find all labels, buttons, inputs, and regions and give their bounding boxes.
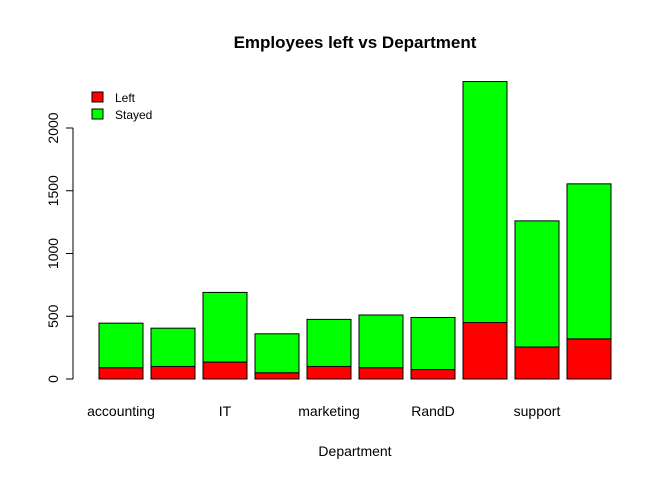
x-label-accounting: accounting — [87, 403, 155, 419]
y-tick-label-500: 500 — [45, 304, 61, 328]
y-tick-label-1000: 1000 — [45, 238, 61, 269]
x-axis-title: Department — [318, 443, 391, 459]
x-label-it: IT — [219, 403, 232, 419]
bar-left-accounting — [98, 367, 144, 380]
bar-stayed-it — [202, 291, 248, 363]
legend: Left Stayed — [91, 91, 152, 122]
x-label-support: support — [514, 403, 561, 419]
bar-stayed-marketing — [306, 318, 352, 367]
bar-left-technical — [566, 338, 612, 380]
bar-stayed-accounting — [98, 322, 144, 369]
bar-left-product_mng — [358, 367, 404, 380]
legend-swatch-left — [91, 91, 104, 103]
bar-stayed-randd — [410, 317, 456, 371]
bar-stayed-sales — [462, 81, 508, 324]
bar-stayed-management — [254, 333, 300, 374]
bar-left-hr — [150, 365, 196, 380]
bar-stayed-technical — [566, 183, 612, 340]
x-axis-labels: accounting IT marketing RandD support — [87, 403, 560, 419]
x-label-marketing: marketing — [298, 403, 359, 419]
y-tick-label-2000: 2000 — [45, 112, 61, 143]
bar-stayed-hr — [150, 327, 196, 367]
legend-label-left: Left — [115, 91, 136, 105]
bar-left-sales — [462, 322, 508, 380]
legend-swatch-stayed — [91, 108, 104, 120]
x-label-randd: RandD — [411, 403, 455, 419]
y-tick-label-0: 0 — [45, 375, 61, 383]
y-axis: 0 500 1000 1500 2000 — [45, 112, 74, 383]
bar-stayed-product_mng — [358, 314, 404, 369]
legend-label-stayed: Stayed — [115, 108, 152, 122]
bars-group — [98, 81, 612, 380]
bar-left-randd — [410, 369, 456, 380]
chart-title: Employees left vs Department — [234, 33, 477, 52]
y-tick-label-1500: 1500 — [45, 175, 61, 206]
bar-stayed-support — [514, 220, 560, 348]
bar-left-marketing — [306, 365, 352, 380]
bar-left-it — [202, 361, 248, 380]
bar-left-management — [254, 372, 300, 380]
bar-left-support — [514, 346, 560, 380]
